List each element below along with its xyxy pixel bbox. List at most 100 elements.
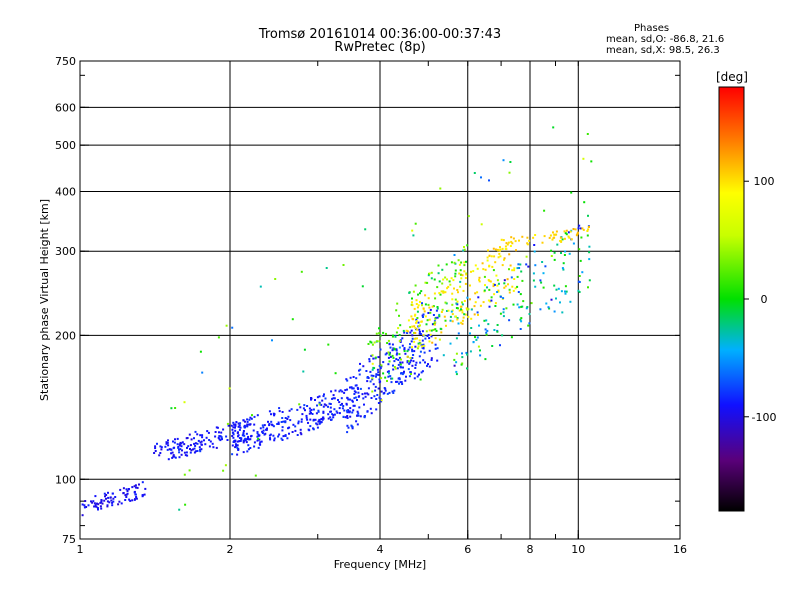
data-point xyxy=(533,244,536,246)
data-point xyxy=(520,305,523,308)
data-point xyxy=(344,389,347,392)
data-point xyxy=(201,434,204,437)
data-point xyxy=(411,348,414,351)
data-point xyxy=(407,319,410,322)
data-point xyxy=(377,373,380,376)
data-point xyxy=(374,385,377,388)
data-point xyxy=(366,410,369,413)
data-point xyxy=(557,287,560,290)
data-point xyxy=(245,441,248,444)
data-point xyxy=(578,224,581,227)
data-point xyxy=(378,396,381,399)
data-point xyxy=(176,443,179,446)
data-point xyxy=(509,161,512,163)
data-point xyxy=(542,286,545,289)
data-point xyxy=(587,228,590,231)
data-point xyxy=(344,416,347,419)
data-point xyxy=(433,292,436,295)
data-point xyxy=(160,446,163,449)
data-point xyxy=(196,433,199,436)
data-point xyxy=(108,501,111,504)
data-point xyxy=(399,363,402,366)
data-point xyxy=(308,429,311,432)
data-point xyxy=(406,332,409,334)
data-point xyxy=(356,386,359,389)
data-point xyxy=(104,495,106,498)
data-point xyxy=(440,311,443,313)
data-point xyxy=(259,441,262,444)
data-point xyxy=(124,494,127,497)
data-point xyxy=(503,279,506,282)
data-point xyxy=(219,439,222,442)
data-point xyxy=(392,392,395,394)
data-point xyxy=(317,420,320,423)
data-point xyxy=(343,409,346,412)
data-point xyxy=(402,366,404,369)
data-point xyxy=(383,392,386,394)
data-point xyxy=(519,318,522,321)
data-point xyxy=(412,290,415,293)
data-point xyxy=(569,300,572,303)
data-point xyxy=(415,318,418,321)
data-point xyxy=(193,447,196,450)
data-point xyxy=(438,280,441,283)
data-point xyxy=(286,437,289,440)
data-point xyxy=(171,456,174,459)
data-point xyxy=(439,293,442,296)
data-point xyxy=(459,285,462,288)
data-point xyxy=(426,281,429,284)
data-point xyxy=(164,445,167,448)
data-point xyxy=(379,334,382,337)
data-point xyxy=(411,334,414,337)
data-point xyxy=(407,368,410,371)
data-point xyxy=(395,358,398,361)
data-point xyxy=(322,411,325,414)
data-point xyxy=(259,427,262,430)
data-point xyxy=(265,428,267,431)
data-point xyxy=(422,343,425,346)
data-point xyxy=(446,310,448,312)
data-point xyxy=(143,493,146,496)
data-point xyxy=(452,279,455,282)
data-point xyxy=(441,308,444,311)
data-point xyxy=(312,418,315,421)
data-point xyxy=(578,291,581,293)
data-point xyxy=(467,308,470,311)
data-point xyxy=(320,418,323,420)
data-point xyxy=(378,381,381,384)
data-point xyxy=(309,425,312,428)
data-point xyxy=(416,375,419,378)
data-point xyxy=(492,283,495,285)
data-point xyxy=(83,506,86,509)
data-point xyxy=(559,301,561,304)
data-point xyxy=(399,324,402,327)
data-point xyxy=(435,329,438,332)
data-point xyxy=(363,416,366,419)
data-point xyxy=(461,319,464,322)
data-point xyxy=(413,377,416,380)
data-point xyxy=(222,428,225,431)
data-point xyxy=(358,373,361,376)
data-point xyxy=(512,303,515,306)
data-point xyxy=(348,410,351,413)
data-point xyxy=(465,351,468,354)
data-point xyxy=(177,446,180,449)
data-point xyxy=(242,440,245,442)
data-point xyxy=(391,349,394,352)
data-point xyxy=(503,257,506,260)
data-point xyxy=(466,296,469,299)
data-point xyxy=(423,351,426,354)
data-point xyxy=(391,335,394,338)
data-point xyxy=(393,360,396,363)
data-point xyxy=(476,336,479,339)
data-point xyxy=(405,375,407,378)
data-point xyxy=(261,430,264,433)
data-point xyxy=(350,386,353,389)
data-point xyxy=(449,315,452,318)
data-point xyxy=(230,424,233,427)
data-point xyxy=(227,424,230,427)
data-point xyxy=(374,356,377,359)
data-point xyxy=(318,418,321,421)
data-point xyxy=(120,502,123,505)
data-point xyxy=(427,297,430,300)
